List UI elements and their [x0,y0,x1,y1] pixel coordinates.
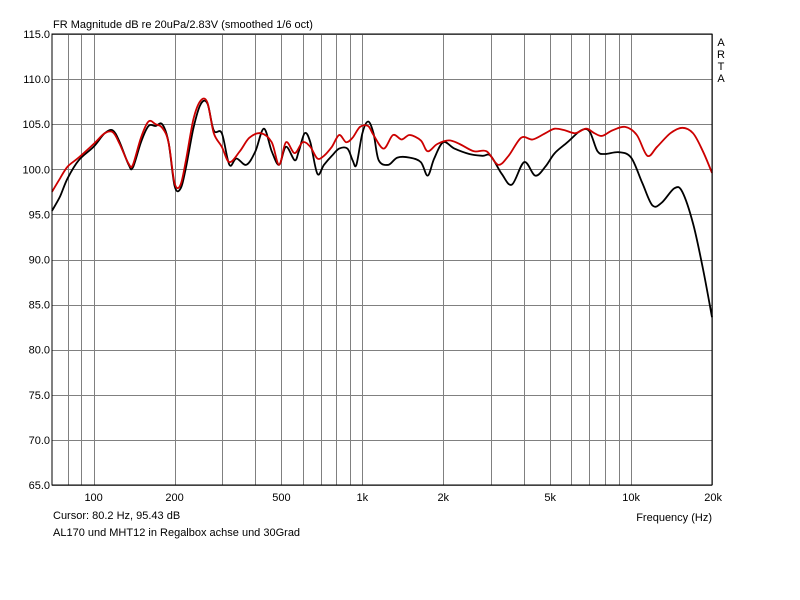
brand-letter: T [718,61,725,73]
y-axis-ticks: 115.0 110.0 105.0 100.0 95.0 90.0 85.0 80.0 75.0… [22,29,50,492]
x-axis-label: Frequency (Hz) [636,512,712,524]
x-tick-label: 5k [544,492,556,504]
y-tick-label: 110.0 [23,74,50,86]
y-tick-label: 90.0 [29,255,50,267]
x-tick-label: 500 [272,492,290,504]
chart-title: FR Magnitude dB re 20uPa/2.83V (smoothed… [53,19,313,31]
x-tick-label: 1k [357,492,369,504]
series-line-2 [51,97,713,193]
y-tick-label: 85.0 [29,300,50,312]
x-tick-label: 2k [437,492,449,504]
x-axis-ticks: 100 200 500 1k 2k 5k 10k 20k [84,492,722,504]
y-tick-label: 100.0 [22,164,50,176]
y-tick-label: 80.0 [29,345,50,357]
series-line-1 [51,99,713,318]
y-tick-label: 95.0 [29,209,50,221]
cursor-readout: Cursor: 80.2 Hz, 95.43 dB [53,510,181,522]
grid-lines [52,34,713,486]
y-tick-label: 115.0 [23,29,50,41]
x-tick-label: 100 [84,492,102,504]
brand-letter: A [717,37,725,49]
plot-frame [51,33,713,486]
x-tick-label: 10k [622,492,640,504]
chart-caption: AL170 und MHT12 in Regalbox achse und 30… [53,527,301,539]
x-tick-label: 200 [165,492,183,504]
y-tick-label: 70.0 [29,435,50,447]
y-tick-label: 75.0 [29,390,50,402]
series-lines [51,97,713,318]
y-tick-label: 105.0 [22,119,50,131]
brand-letter: A [717,73,725,85]
brand-letter: R [717,49,725,61]
x-tick-label: 20k [704,492,722,504]
y-tick-label: 65.0 [29,480,50,492]
